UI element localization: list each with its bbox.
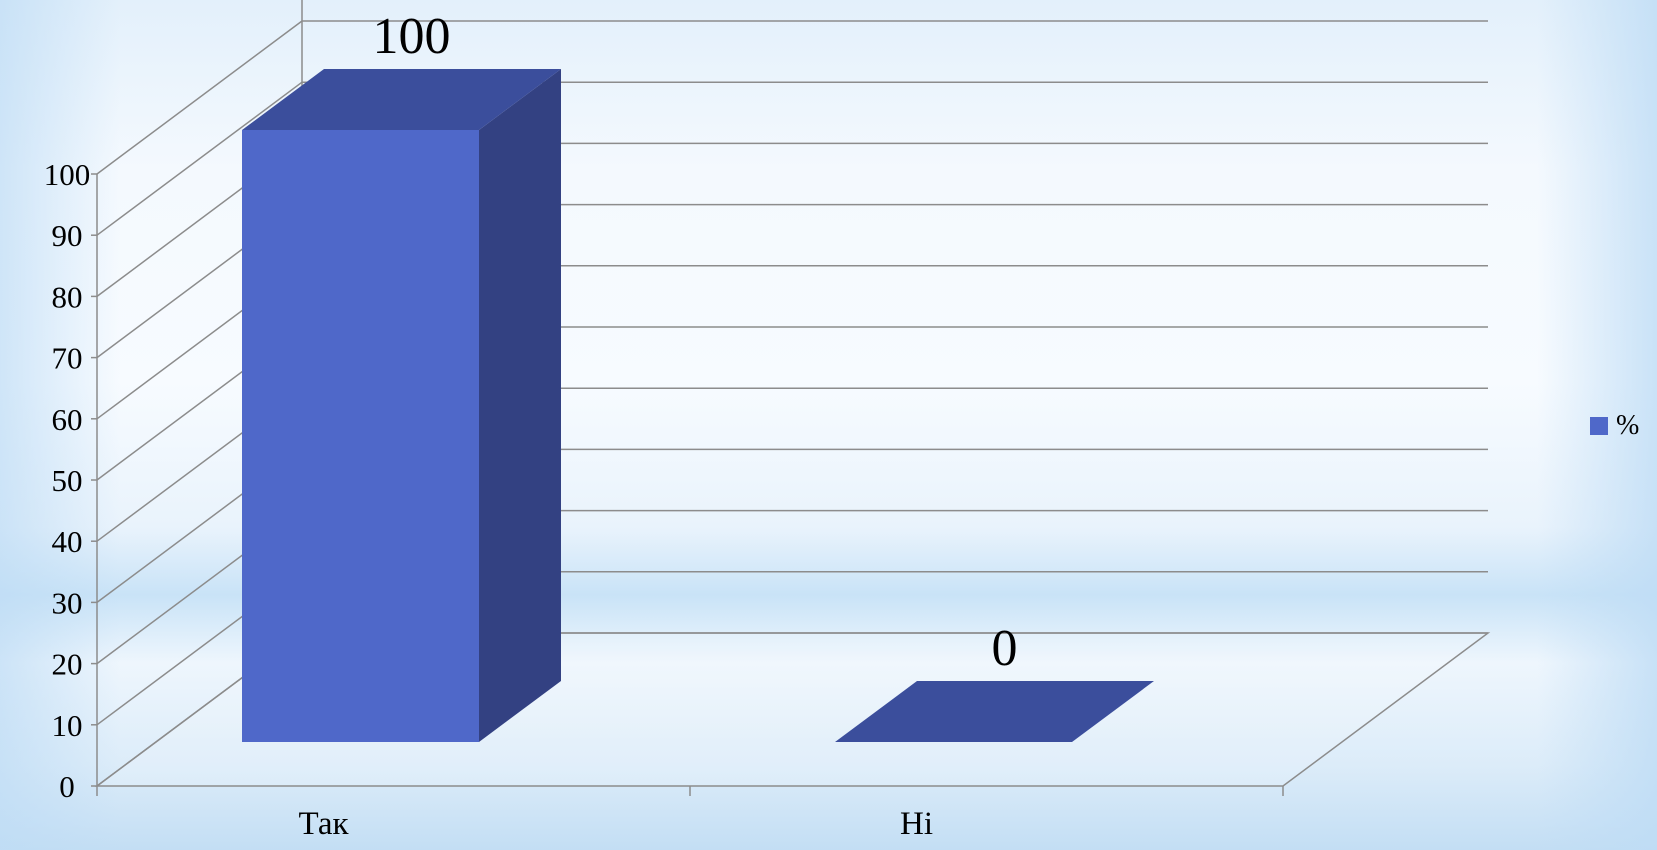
data-label: 0 <box>992 620 1018 677</box>
legend-label: % <box>1616 410 1640 441</box>
y-tick-label: 80 <box>52 279 83 314</box>
y-tick-label: 20 <box>52 647 83 682</box>
bar-top <box>242 69 561 130</box>
bar-top <box>835 681 1154 742</box>
y-tick-label: 90 <box>52 218 83 253</box>
x-tick-label: Так <box>298 806 349 842</box>
y-tick-label: 50 <box>52 463 83 498</box>
x-tick-label: Ні <box>900 806 933 842</box>
side-gridline <box>96 81 303 236</box>
y-tick-label: 60 <box>52 402 83 437</box>
legend: % <box>1590 410 1639 442</box>
bar-side <box>479 69 561 742</box>
y-axis-ticks: 0 10 20 30 40 50 60 70 80 90 100 <box>44 157 91 804</box>
y-tick-label: 40 <box>52 524 83 559</box>
data-label: 100 <box>373 8 451 65</box>
legend-swatch <box>1590 417 1608 435</box>
bar-front <box>242 130 479 742</box>
bar <box>242 69 561 742</box>
y-tick-label: 10 <box>52 708 83 743</box>
y-tick-label: 100 <box>44 157 91 192</box>
bar <box>835 681 1154 742</box>
x-axis-ticks: Так Ні <box>96 786 1284 842</box>
y-tick-label: 70 <box>52 341 83 376</box>
side-gridline <box>96 20 303 175</box>
y-tick-label: 0 <box>59 769 75 804</box>
bars <box>242 69 1154 742</box>
data-labels: 100 0 <box>373 8 1018 677</box>
y-tick-label: 30 <box>52 585 83 620</box>
